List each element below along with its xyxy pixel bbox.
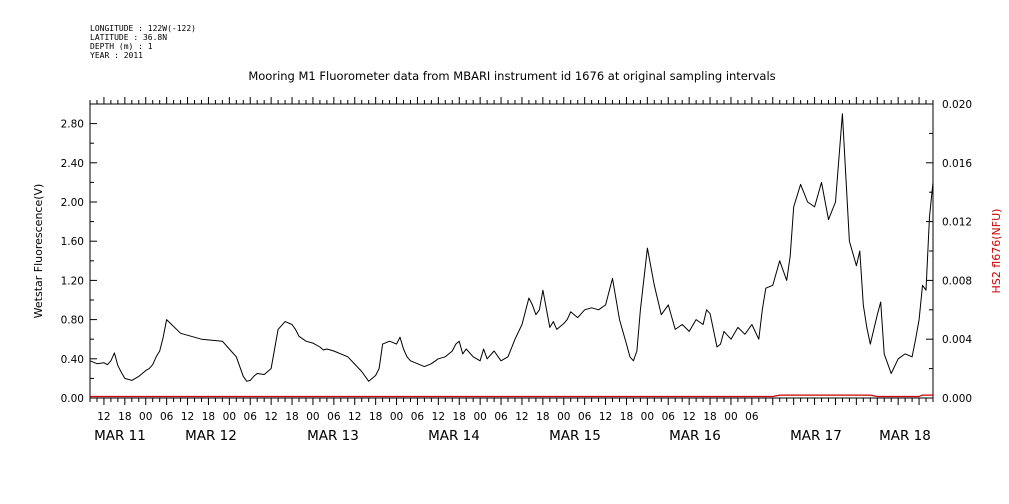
- y-axis-label-right: HS2 fl676(NFU): [990, 209, 1003, 294]
- tick-labels: 12 18 00 06 12 18 00 06 12 18 00 06 12 18 00 06 12 18 00 06…: [61, 99, 973, 444]
- x-tick-label: 12: [181, 411, 194, 423]
- x-day-label: MAR 16: [669, 428, 721, 444]
- x-tick-label: 06: [327, 411, 341, 423]
- y-tick-label-left: 2.00: [61, 197, 84, 209]
- x-tick-label: 18: [118, 411, 131, 423]
- y-tick-label-right: 0.016: [942, 158, 972, 170]
- x-tick-label: 06: [411, 411, 425, 423]
- x-tick-label: 18: [202, 411, 215, 423]
- meta-year: YEAR : 2011: [90, 51, 143, 60]
- axis-ticks: [89, 97, 934, 405]
- series-layer: [89, 113, 934, 398]
- y-tick-label-right: 0.012: [942, 217, 972, 229]
- x-tick-label: 06: [662, 411, 676, 423]
- y-tick-label-right: 0.008: [942, 275, 972, 287]
- x-tick-label: 12: [432, 411, 445, 423]
- x-tick-label: 06: [160, 411, 174, 423]
- x-tick-label: 06: [494, 411, 508, 423]
- x-day-label: MAR 13: [307, 428, 359, 444]
- x-tick-label: 06: [244, 411, 258, 423]
- x-tick-label: 18: [703, 411, 716, 423]
- y-tick-label-left: 1.20: [61, 275, 84, 287]
- x-tick-label: 06: [578, 411, 592, 423]
- x-day-label: MAR 11: [94, 428, 146, 444]
- x-tick-label: 12: [515, 411, 528, 423]
- x-tick-label: 12: [682, 411, 695, 423]
- x-tick-label: 12: [264, 411, 277, 423]
- x-tick-label: 00: [724, 411, 737, 423]
- x-day-label: MAR 18: [879, 428, 931, 444]
- x-tick-label: 00: [390, 411, 403, 423]
- y-tick-label-left: 2.80: [61, 119, 84, 131]
- x-day-label: MAR 12: [185, 428, 237, 444]
- y-tick-label-right: 0.000: [942, 393, 972, 405]
- meta-longitude: LONGITUDE : 122W(-122): [90, 24, 196, 33]
- y-tick-label-left: 0.00: [61, 393, 84, 405]
- x-tick-label: 12: [599, 411, 612, 423]
- x-tick-label: 00: [473, 411, 486, 423]
- x-tick-label: 18: [536, 411, 549, 423]
- x-tick-label: 12: [97, 411, 110, 423]
- plot-frame: [89, 103, 934, 399]
- x-tick-label: 18: [453, 411, 466, 423]
- y-tick-label-right: 0.020: [942, 99, 972, 111]
- y-tick-label-left: 0.40: [61, 354, 84, 366]
- y-tick-label-left: 1.60: [61, 236, 84, 248]
- x-tick-label: 06: [745, 411, 759, 423]
- x-tick-label: 00: [223, 411, 236, 423]
- x-tick-label: 18: [369, 411, 382, 423]
- x-tick-label: 00: [641, 411, 654, 423]
- chart-title: Mooring M1 Fluorometer data from MBARI i…: [248, 69, 775, 83]
- x-day-label: MAR 15: [549, 428, 601, 444]
- x-day-label: MAR 14: [428, 428, 480, 444]
- x-tick-label: 12: [348, 411, 361, 423]
- x-tick-label: 18: [620, 411, 633, 423]
- meta-latitude: LATITUDE : 36.8N: [90, 33, 167, 42]
- x-tick-label: 18: [285, 411, 298, 423]
- x-tick-label: 00: [139, 411, 152, 423]
- series-line-hs2: [90, 394, 933, 398]
- meta-depth: DEPTH (m) : 1: [90, 42, 153, 51]
- x-tick-label: 00: [557, 411, 570, 423]
- y-tick-label-left: 2.40: [61, 158, 84, 170]
- y-axis-label-left: Wetstar Fluorescence(V): [32, 184, 45, 319]
- y-tick-label-left: 0.80: [61, 315, 84, 327]
- x-tick-label: 00: [306, 411, 319, 423]
- metadata-block: LONGITUDE : 122W(-122) LATITUDE : 36.8N …: [90, 24, 196, 60]
- x-day-label: MAR 17: [790, 428, 842, 444]
- y-tick-label-right: 0.004: [942, 334, 972, 346]
- series-line-wetstar: [89, 113, 934, 382]
